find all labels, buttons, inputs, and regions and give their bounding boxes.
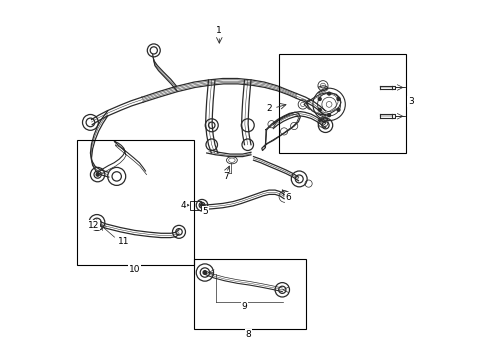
Text: 6: 6: [285, 193, 291, 202]
Circle shape: [327, 92, 330, 95]
Circle shape: [336, 108, 339, 111]
Text: 11: 11: [118, 238, 129, 246]
Circle shape: [95, 221, 99, 224]
Bar: [189, 201, 201, 210]
Circle shape: [200, 204, 203, 207]
Circle shape: [318, 98, 321, 100]
Text: 4: 4: [180, 201, 186, 210]
Text: 8: 8: [244, 330, 250, 338]
Text: 1: 1: [216, 26, 222, 35]
Circle shape: [327, 114, 330, 117]
Circle shape: [96, 173, 99, 176]
Circle shape: [318, 108, 321, 111]
Text: 10: 10: [129, 265, 140, 274]
Text: 12: 12: [88, 220, 100, 230]
Bar: [278, 54, 406, 153]
Text: 3: 3: [407, 97, 413, 106]
Circle shape: [203, 271, 206, 274]
Text: 7: 7: [223, 172, 228, 181]
Bar: [77, 140, 194, 265]
Text: 9: 9: [241, 302, 247, 311]
Bar: [194, 259, 305, 329]
Text: 2: 2: [265, 104, 271, 112]
Circle shape: [336, 98, 339, 100]
Text: 5: 5: [203, 207, 208, 216]
